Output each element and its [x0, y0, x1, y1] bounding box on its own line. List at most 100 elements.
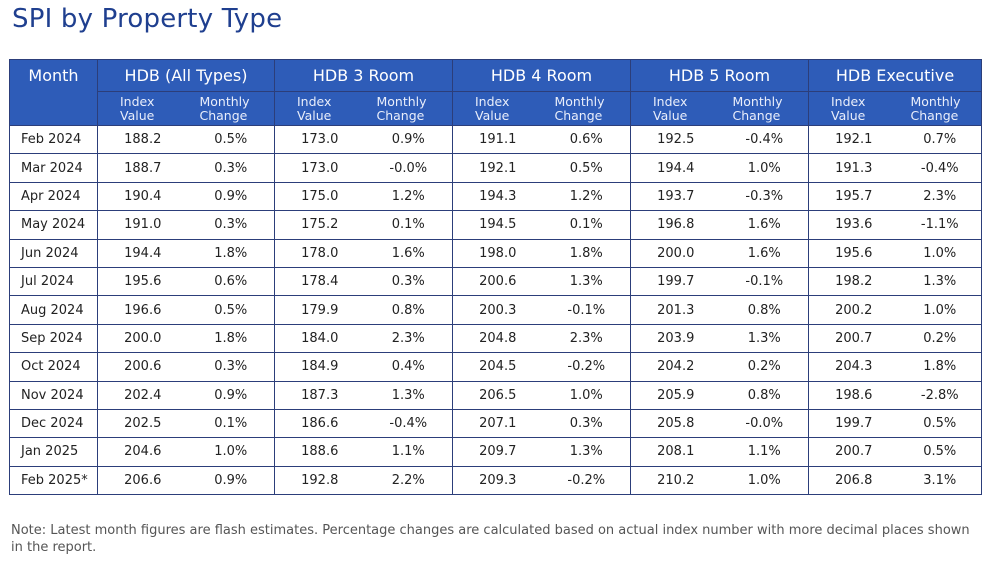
- monthly-change-cell: 1.0%: [898, 295, 982, 325]
- index-value-cell: 209.7: [452, 437, 543, 467]
- month-cell: Aug 2024: [9, 295, 98, 325]
- month-cell: Feb 2024: [9, 124, 98, 155]
- table-row: Dec 2024 202.5 0.1% 186.6 -0.4% 207.1 0.3% 205.…: [9, 408, 982, 439]
- index-value-cell: 205.9: [630, 380, 721, 410]
- monthly-change-cell: 0.3%: [542, 408, 631, 439]
- index-value-cell: 200.7: [808, 323, 899, 354]
- index-value-cell: 193.7: [630, 181, 721, 212]
- table-row: Oct 2024 200.6 0.3% 184.9 0.4% 204.5 -0.2% 204.…: [9, 352, 982, 382]
- month-cell: Jul 2024: [9, 266, 98, 297]
- index-value-cell: 175.2: [274, 210, 365, 240]
- index-value-cell: 199.7: [808, 408, 899, 439]
- index-value-cell: 196.6: [97, 295, 188, 325]
- subheader-index-value: Index Value: [274, 91, 365, 126]
- month-cell: Sep 2024: [9, 323, 98, 354]
- month-cell: Jun 2024: [9, 238, 98, 268]
- monthly-change-cell: 1.2%: [364, 181, 453, 212]
- monthly-change-cell: 0.1%: [542, 210, 631, 240]
- index-value-cell: 198.2: [808, 266, 899, 297]
- index-value-cell: 204.2: [630, 352, 721, 382]
- index-value-cell: 195.6: [97, 266, 188, 297]
- monthly-change-cell: 0.3%: [187, 352, 275, 382]
- index-value-cell: 195.6: [808, 238, 899, 268]
- monthly-change-cell: 1.8%: [187, 238, 275, 268]
- monthly-change-cell: 1.0%: [720, 153, 809, 183]
- monthly-change-cell: 1.1%: [364, 437, 453, 467]
- month-cell: Apr 2024: [9, 181, 98, 212]
- monthly-change-cell: -0.0%: [720, 408, 809, 439]
- table-row: Feb 2024 188.2 0.5% 173.0 0.9% 191.1 0.6% 192.5…: [9, 124, 982, 155]
- monthly-change-cell: -0.1%: [720, 266, 809, 297]
- index-value-cell: 179.9: [274, 295, 365, 325]
- index-value-cell: 200.0: [97, 323, 188, 354]
- table-row: Sep 2024 200.0 1.8% 184.0 2.3% 204.8 2.3% 203.9…: [9, 323, 982, 354]
- monthly-change-cell: 1.6%: [364, 238, 453, 268]
- month-cell: Nov 2024: [9, 380, 98, 410]
- group-header-hdb-all-types: HDB (All Types): [97, 59, 275, 92]
- monthly-change-cell: -0.2%: [542, 465, 631, 496]
- table-row: Jun 2024 194.4 1.8% 178.0 1.6% 198.0 1.8% 200.0…: [9, 238, 982, 268]
- monthly-change-cell: 1.3%: [364, 380, 453, 410]
- index-value-cell: 184.0: [274, 323, 365, 354]
- monthly-change-cell: 0.6%: [542, 124, 631, 155]
- monthly-change-cell: 0.5%: [898, 437, 982, 467]
- index-value-cell: 184.9: [274, 352, 365, 382]
- monthly-change-cell: 1.0%: [187, 437, 275, 467]
- monthly-change-cell: 0.9%: [187, 380, 275, 410]
- index-value-cell: 194.3: [452, 181, 543, 212]
- monthly-change-cell: 1.0%: [720, 465, 809, 496]
- index-value-cell: 175.0: [274, 181, 365, 212]
- monthly-change-cell: 1.3%: [720, 323, 809, 354]
- monthly-change-cell: 1.8%: [542, 238, 631, 268]
- monthly-change-cell: 3.1%: [898, 465, 982, 496]
- index-value-cell: 200.2: [808, 295, 899, 325]
- spi-table: Month HDB (All Types) HDB 3 Room HDB 4 R…: [9, 59, 982, 496]
- monthly-change-cell: 0.6%: [187, 266, 275, 297]
- monthly-change-cell: 0.7%: [898, 124, 982, 155]
- subheader-monthly-change: Monthly Change: [542, 91, 631, 126]
- index-value-cell: 200.6: [452, 266, 543, 297]
- monthly-change-cell: 2.3%: [898, 181, 982, 212]
- monthly-change-cell: -0.4%: [720, 124, 809, 155]
- month-column-header: Month: [9, 59, 98, 92]
- monthly-change-cell: 1.3%: [542, 437, 631, 467]
- table-row: Mar 2024 188.7 0.3% 173.0 -0.0% 192.1 0.5% 194.…: [9, 153, 982, 183]
- subheader-monthly-change: Monthly Change: [898, 91, 982, 126]
- monthly-change-cell: 0.8%: [720, 380, 809, 410]
- index-value-cell: 203.9: [630, 323, 721, 354]
- table-row: Jul 2024 195.6 0.6% 178.4 0.3% 200.6 1.3% 199.7…: [9, 266, 982, 297]
- table-row: Feb 2025* 206.6 0.9% 192.8 2.2% 209.3 -0.2% 210…: [9, 465, 982, 496]
- monthly-change-cell: 0.8%: [364, 295, 453, 325]
- monthly-change-cell: 1.8%: [898, 352, 982, 382]
- monthly-change-cell: 0.5%: [542, 153, 631, 183]
- monthly-change-cell: 2.3%: [364, 323, 453, 354]
- monthly-change-cell: -0.4%: [364, 408, 453, 439]
- monthly-change-cell: 1.1%: [720, 437, 809, 467]
- monthly-change-cell: 0.1%: [364, 210, 453, 240]
- index-value-cell: 208.1: [630, 437, 721, 467]
- index-value-cell: 200.3: [452, 295, 543, 325]
- group-header-hdb-4-room: HDB 4 Room: [452, 59, 631, 92]
- monthly-change-cell: 1.6%: [720, 210, 809, 240]
- table-row: Apr 2024 190.4 0.9% 175.0 1.2% 194.3 1.2% 193.7…: [9, 181, 982, 212]
- index-value-cell: 178.0: [274, 238, 365, 268]
- monthly-change-cell: 1.0%: [898, 238, 982, 268]
- monthly-change-cell: 1.2%: [542, 181, 631, 212]
- page-title: SPI by Property Type: [12, 4, 283, 34]
- monthly-change-cell: 0.5%: [187, 295, 275, 325]
- index-value-cell: 205.8: [630, 408, 721, 439]
- index-value-cell: 192.8: [274, 465, 365, 496]
- group-header-row: Month HDB (All Types) HDB 3 Room HDB 4 R…: [9, 59, 982, 92]
- index-value-cell: 206.5: [452, 380, 543, 410]
- index-value-cell: 204.8: [452, 323, 543, 354]
- index-value-cell: 191.1: [452, 124, 543, 155]
- monthly-change-cell: -0.1%: [542, 295, 631, 325]
- index-value-cell: 198.0: [452, 238, 543, 268]
- index-value-cell: 188.2: [97, 124, 188, 155]
- month-cell: Dec 2024: [9, 408, 98, 439]
- monthly-change-cell: -0.4%: [898, 153, 982, 183]
- group-header-hdb-executive: HDB Executive: [808, 59, 982, 92]
- subheader-monthly-change: Monthly Change: [187, 91, 275, 126]
- index-value-cell: 192.5: [630, 124, 721, 155]
- monthly-change-cell: -1.1%: [898, 210, 982, 240]
